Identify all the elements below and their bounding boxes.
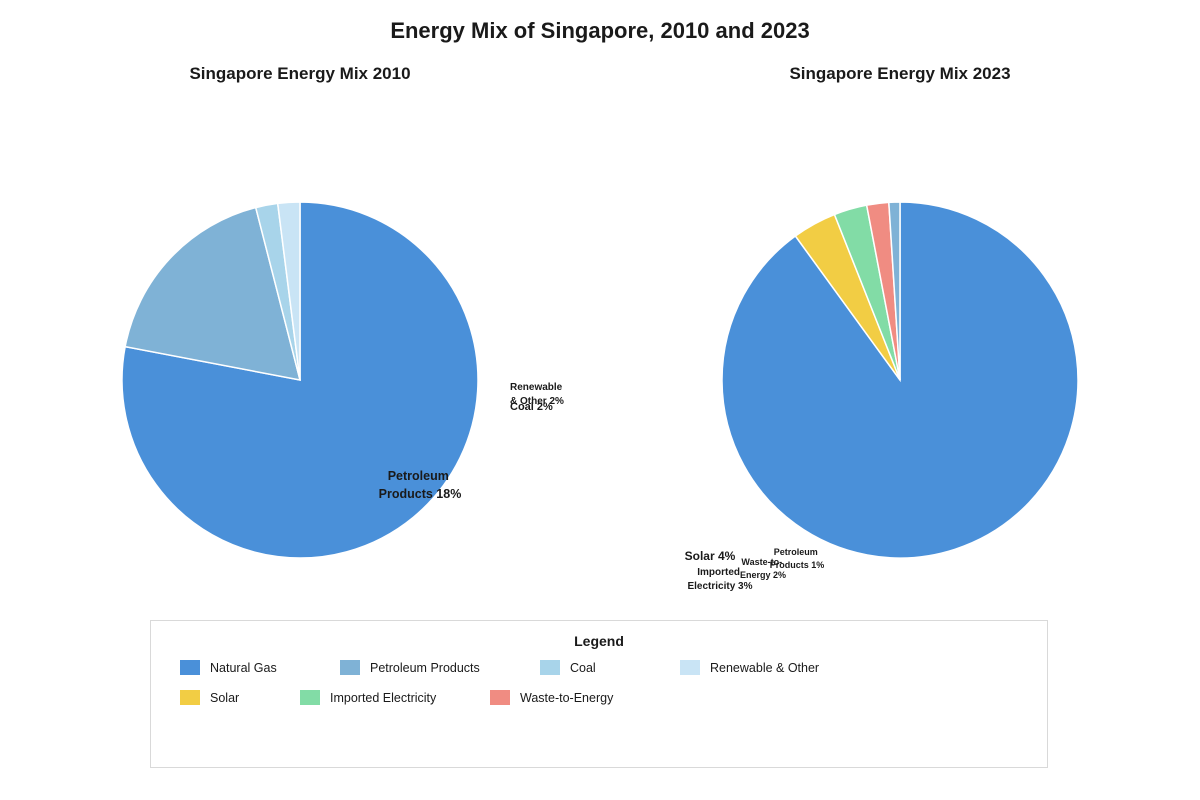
legend-label: Natural Gas (210, 660, 277, 675)
label-petroleum-2023: Petroleum Products 1% (770, 547, 825, 570)
legend: Legend Natural Gas Petroleum Products Co… (150, 620, 1048, 768)
labels-2023: Solar 4% Imported Electricity 3% Waste-t… (685, 547, 825, 592)
legend-swatch (490, 690, 510, 705)
legend-label: Coal (570, 660, 596, 675)
chart-title-2023: Singapore Energy Mix 2023 (789, 64, 1011, 83)
legend-swatch (180, 690, 200, 705)
legend-item-petroleum-products: Petroleum Products (340, 660, 480, 675)
legend-swatch (180, 660, 200, 675)
label-solar-2023: Solar 4% (685, 549, 736, 563)
slice-petroleum-products-2023 (888, 201, 901, 381)
label-coal-2010: Coal 2% (510, 401, 553, 413)
legend-item-coal: Coal (540, 660, 596, 675)
pie-2010 (121, 201, 479, 559)
legend-label: Solar (210, 690, 240, 705)
legend-swatch (300, 690, 320, 705)
legend-item-waste-to-energy: Waste-to-Energy (490, 690, 613, 705)
label-renewable-2010: Renewable & Other 2% (510, 382, 565, 407)
legend-label: Renewable & Other (710, 660, 820, 675)
legend-swatch (680, 660, 700, 675)
legend-item-imported-electricity: Imported Electricity (300, 690, 436, 705)
pie-2023 (721, 201, 1079, 559)
slice-renewable-other-2010 (276, 201, 301, 381)
legend-title: Legend (574, 633, 624, 649)
legend-label: Petroleum Products (370, 660, 480, 675)
legend-item-solar: Solar (180, 690, 239, 705)
chart-title-2010: Singapore Energy Mix 2010 (189, 64, 411, 83)
label-petroleum-2010: Petroleum Products 18% (379, 469, 462, 501)
slice-natural-gas-2023 (721, 201, 1079, 559)
legend-label: Imported Electricity (330, 690, 437, 705)
label-imported-2023: Imported Electricity 3% (687, 567, 752, 592)
label-waste-2023: Waste-to- Energy 2% (740, 557, 786, 580)
slice-petroleum-products-2010 (124, 206, 302, 381)
legend-item-natural-gas: Natural Gas (180, 660, 277, 675)
slice-natural-gas-2010 (121, 201, 479, 559)
main-title: Energy Mix of Singapore, 2010 and 2023 (390, 18, 810, 43)
legend-label: Waste-to-Energy (520, 690, 614, 705)
labels-2010: Petroleum Products 18% Coal 2% Renewable… (379, 382, 565, 501)
legend-swatch (340, 660, 360, 675)
legend-swatch (540, 660, 560, 675)
legend-item-renewable-other: Renewable & Other (680, 660, 819, 675)
